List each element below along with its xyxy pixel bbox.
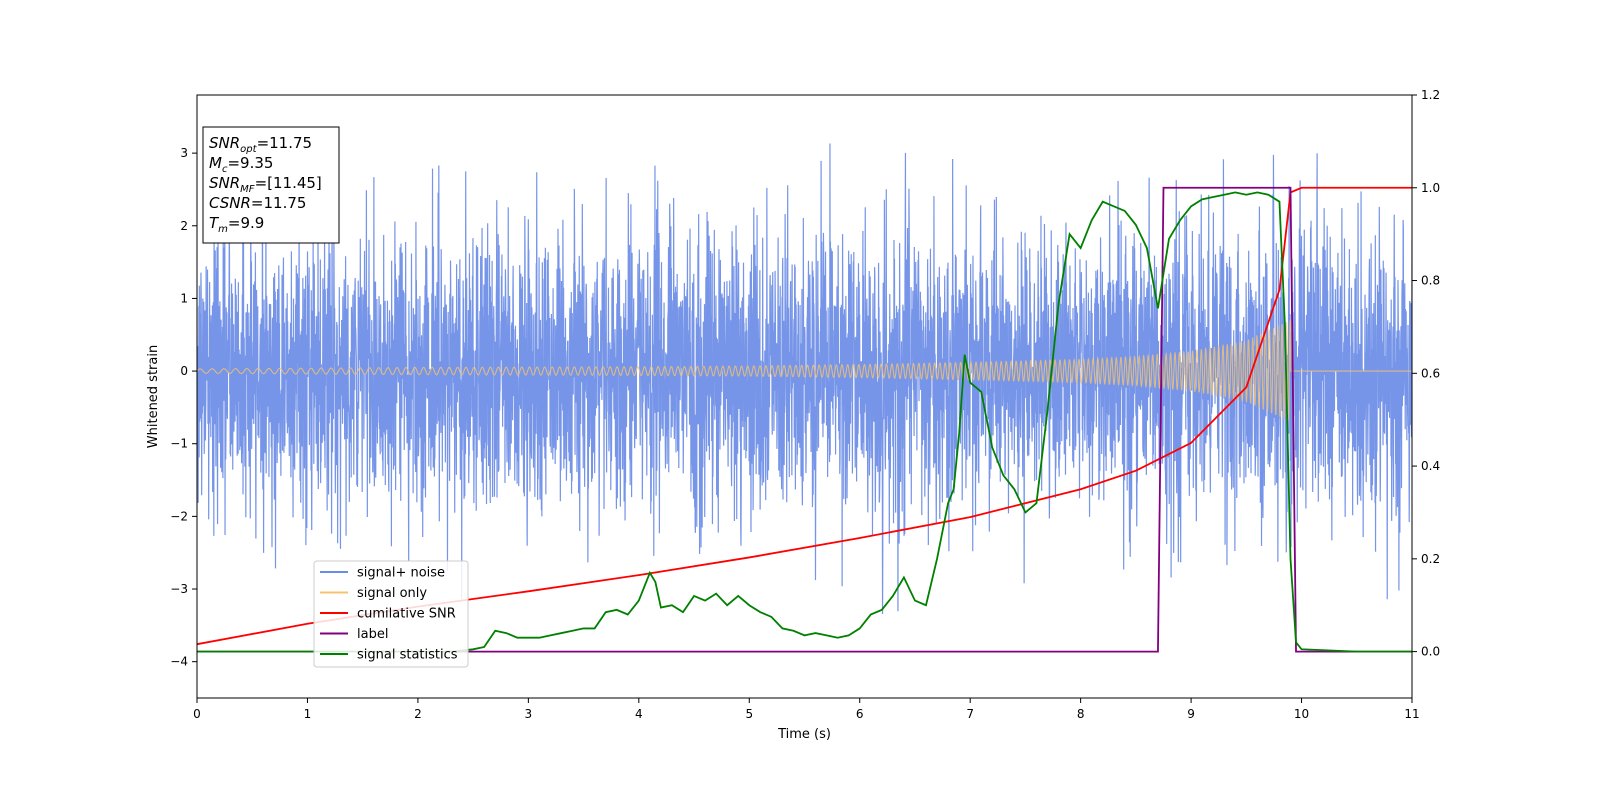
plot-area — [197, 143, 1412, 653]
annotation-box-frame — [202, 126, 340, 244]
y-left-tick-label-0: 3 — [180, 146, 188, 160]
series-signal-only — [197, 320, 1412, 421]
y-left-tick-label-3: 0 — [180, 364, 188, 378]
x-tick-label-1: 1 — [304, 707, 312, 721]
x-tick-label-2: 2 — [414, 707, 422, 721]
y-right-tick-label-5: 0.2 — [1421, 552, 1440, 566]
y-left-tick-label-5: −2 — [170, 509, 188, 523]
legend-frame — [313, 560, 469, 668]
legend-label-1: signal only — [357, 586, 427, 601]
annotation-line-4: Tm=9.9 — [209, 214, 264, 235]
x-tick-label-10: 10 — [1294, 707, 1309, 721]
legend-label-2: cumilative SNR — [357, 607, 456, 622]
legend-label-3: label — [357, 627, 388, 642]
axes-frame — [196, 94, 1413, 699]
x-tick-label-11: 11 — [1404, 707, 1419, 721]
y-left-tick-label-2: 1 — [180, 291, 188, 305]
axes: 0 1 2 3 4 5 6 7 8 9 10 113210−1−2−3−41.21.00.80.60.… — [170, 88, 1440, 721]
series-signal-noise — [197, 143, 1412, 615]
annotation-line-1: Mc=9.35 — [209, 154, 273, 175]
series-cumulative-snr — [197, 186, 1412, 646]
x-tick-label-0: 0 — [193, 707, 201, 721]
snr-annotation-box: SNRopt=11.75Mc=9.35SNRMF=[11.45]CSNR=11.… — [202, 126, 340, 244]
x-tick-label-6: 6 — [856, 707, 864, 721]
x-tick-label-3: 3 — [525, 707, 533, 721]
y-right-tick-label-4: 0.4 — [1421, 459, 1440, 473]
y-right-tick-label-6: 0.0 — [1421, 645, 1440, 659]
x-tick-label-7: 7 — [966, 707, 974, 721]
series-group — [197, 143, 1412, 653]
y-left-tick-label-1: 2 — [180, 219, 188, 233]
legend: signal+ noise signal only cumilative SNR la… — [313, 560, 469, 668]
legend-label-0: signal+ noise — [357, 566, 445, 581]
y-left-tick-label-7: −4 — [170, 655, 188, 669]
y-right-tick-label-0: 1.2 — [1421, 88, 1440, 102]
y-left-tick-label-6: −3 — [170, 582, 188, 596]
x-tick-label-4: 4 — [635, 707, 643, 721]
y-right-tick-label-3: 0.6 — [1421, 366, 1440, 380]
legend-label-4: signal statistics — [357, 648, 458, 663]
x-tick-label-5: 5 — [745, 707, 753, 721]
y-left-tick-label-4: −1 — [170, 437, 188, 451]
annotation-line-0: SNRopt=11.75 — [209, 134, 312, 155]
series-signal-statistics — [197, 191, 1412, 653]
x-tick-label-9: 9 — [1187, 707, 1195, 721]
y-right-tick-label-2: 0.8 — [1421, 274, 1440, 288]
y-right-tick-label-1: 1.0 — [1421, 181, 1440, 195]
series-label — [197, 186, 1412, 653]
x-tick-label-8: 8 — [1077, 707, 1085, 721]
y-axis-label: Whitened strain — [146, 345, 161, 448]
x-axis-label: Time (s) — [777, 727, 831, 742]
annotation-line-2: SNRMF=[11.45] — [209, 174, 322, 195]
annotation-line-3: CSNR=11.75 — [209, 194, 306, 212]
